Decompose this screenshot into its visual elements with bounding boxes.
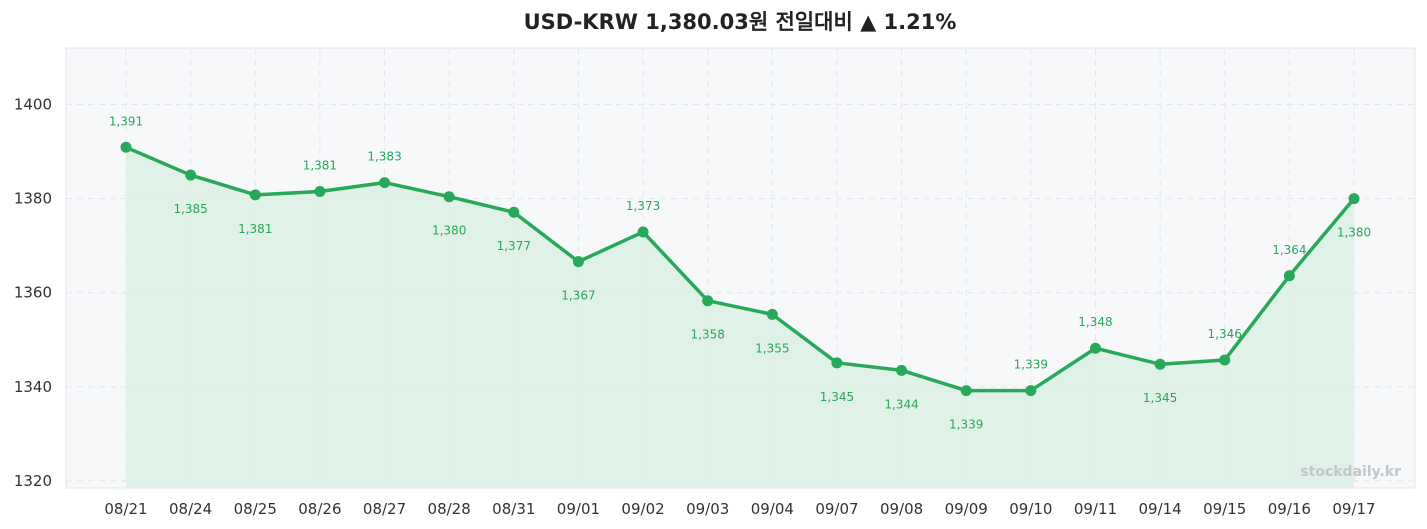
x-tick-label: 08/31	[492, 500, 535, 518]
data-point	[185, 169, 197, 181]
x-tick-label: 09/04	[751, 500, 794, 518]
x-tick-label: 08/26	[298, 500, 341, 518]
data-point	[637, 226, 649, 238]
x-tick-label: 09/16	[1268, 500, 1311, 518]
data-point	[1219, 354, 1231, 366]
x-tick-label: 09/03	[686, 500, 729, 518]
data-label: 1,377	[497, 239, 531, 253]
x-tick-label: 09/15	[1203, 500, 1246, 518]
x-tick-label: 09/07	[815, 500, 858, 518]
data-point	[314, 186, 326, 198]
data-label: 1,367	[561, 289, 595, 303]
x-tick-label: 08/24	[169, 500, 212, 518]
data-point	[120, 141, 132, 153]
data-label: 1,373	[626, 199, 660, 213]
data-label: 1,385	[173, 202, 207, 216]
data-label: 1,380	[1337, 226, 1371, 240]
data-label: 1,364	[1272, 243, 1306, 257]
y-tick-label: 1320	[14, 472, 52, 490]
x-tick-label: 09/11	[1074, 500, 1117, 518]
y-tick-label: 1360	[14, 284, 52, 302]
y-axis-ticks: 1320 1340 1360 1380 1400	[14, 95, 52, 489]
data-label: 1,346	[1208, 327, 1242, 341]
data-point	[379, 177, 391, 189]
data-label: 1,345	[820, 390, 854, 404]
x-tick-label: 09/17	[1332, 500, 1375, 518]
data-point	[443, 191, 455, 203]
watermark: stockdaily.kr	[1300, 464, 1401, 480]
data-point	[960, 385, 972, 397]
data-label: 1,391	[109, 114, 143, 128]
data-point	[1089, 342, 1101, 354]
x-tick-label: 09/10	[1009, 500, 1052, 518]
data-labels: 1,391 1,385 1,381 1,381 1,383 1,380 1,377 1,367…	[109, 114, 1371, 431]
y-tick-label: 1400	[14, 95, 52, 113]
data-label: 1,344	[884, 397, 918, 411]
x-tick-label: 08/27	[363, 500, 406, 518]
data-label: 1,345	[1143, 391, 1177, 405]
area-fill-layer	[126, 147, 1354, 488]
data-label: 1,339	[1014, 358, 1048, 372]
x-tick-label: 09/01	[557, 500, 600, 518]
data-point	[508, 206, 520, 218]
x-tick-label: 08/28	[428, 500, 471, 518]
x-tick-label: 09/14	[1138, 500, 1181, 518]
x-axis-ticks: 08/21 08/24 08/25 08/26 08/27 08/28 08/31 09/01…	[104, 500, 1375, 518]
data-label: 1,383	[367, 150, 401, 164]
data-point	[702, 295, 714, 307]
data-label: 1,380	[432, 224, 466, 238]
data-point	[896, 364, 908, 376]
data-point	[1154, 358, 1166, 370]
data-point	[1025, 385, 1037, 397]
data-point	[1348, 193, 1360, 205]
data-point	[766, 308, 778, 320]
x-tick-label: 09/08	[880, 500, 923, 518]
x-tick-label: 09/02	[621, 500, 664, 518]
x-tick-label: 08/21	[104, 500, 147, 518]
x-tick-label: 08/25	[234, 500, 277, 518]
area-fill	[126, 147, 1354, 488]
data-points	[120, 141, 1360, 397]
y-tick-label: 1340	[14, 378, 52, 396]
data-label: 1,381	[238, 222, 272, 236]
data-point	[249, 189, 261, 201]
data-label: 1,339	[949, 418, 983, 432]
data-label: 1,358	[691, 328, 725, 342]
data-label: 1,355	[755, 341, 789, 355]
data-point	[831, 357, 843, 369]
data-label: 1,381	[303, 159, 337, 173]
series-line-layer	[124, 145, 1356, 393]
x-tick-label: 09/09	[945, 500, 988, 518]
data-label: 1,348	[1078, 315, 1112, 329]
y-tick-label: 1380	[14, 190, 52, 208]
series-line	[124, 145, 1356, 393]
data-point	[572, 256, 584, 268]
chart-title: USD-KRW 1,380.03원 전일대비 ▲ 1.21%	[524, 10, 957, 34]
data-point	[1283, 270, 1295, 282]
